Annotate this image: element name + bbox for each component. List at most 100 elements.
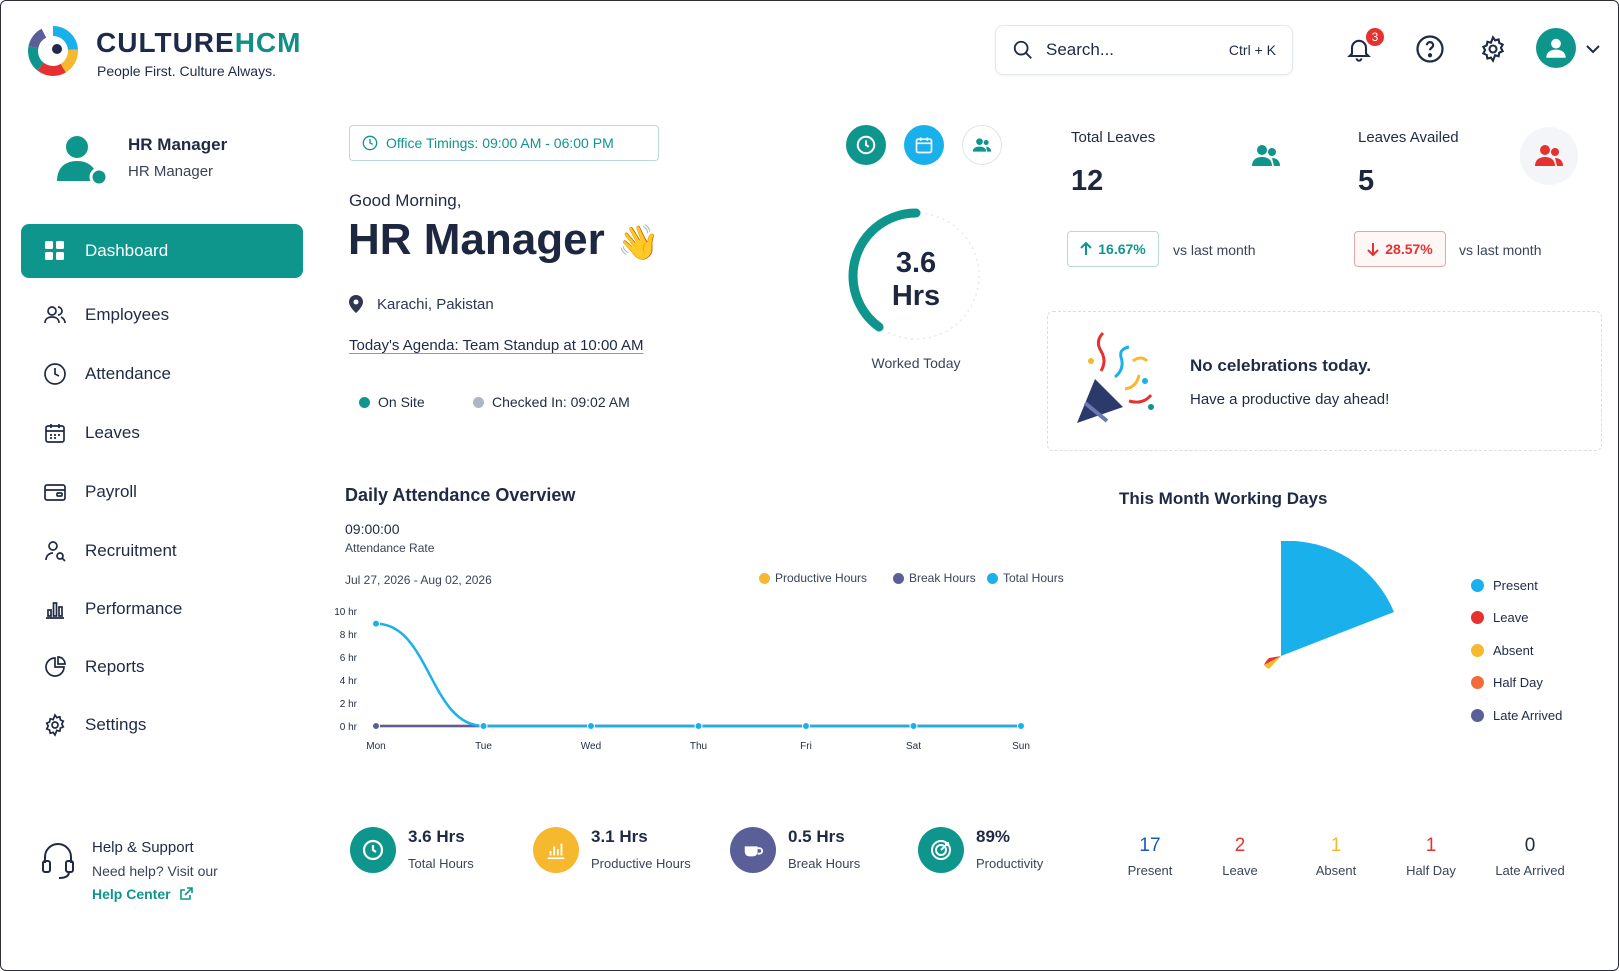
- settings-button[interactable]: [1475, 31, 1511, 67]
- bar-chart-icon: [547, 843, 565, 860]
- data-point[interactable]: [372, 619, 380, 628]
- x-tick-label: Mon: [366, 741, 385, 752]
- sidebar-item-leaves[interactable]: Leaves: [21, 406, 303, 460]
- gear-icon: [43, 713, 67, 737]
- notification-badge: 3: [1364, 26, 1386, 48]
- productivity-value: 89%: [976, 827, 1011, 846]
- clock-icon: [362, 839, 384, 861]
- data-point[interactable]: [909, 722, 918, 730]
- series-line-total-hours: [375, 622, 1021, 728]
- user-search-icon: [43, 539, 67, 563]
- external-link-icon: [179, 887, 193, 900]
- sidebar-item-label: Recruitment: [85, 541, 177, 560]
- sidebar-item-reports[interactable]: Reports: [21, 640, 303, 694]
- sidebar-item-label: Settings: [85, 715, 147, 734]
- break-hours-icon: [730, 827, 776, 873]
- attendance-line-chart: 10 hr 8 hr 6 hr 4 hr 2 hr 0 hr Mon Tue Wed Thu Fri…: [334, 607, 1030, 752]
- chevron-down-icon[interactable]: [1585, 43, 1601, 55]
- sidebar-item-recruitment[interactable]: Recruitment: [21, 524, 303, 578]
- celebration-title: No celebrations today.: [1190, 356, 1372, 375]
- office-timings-chip: Office Timings: 09:00 AM - 06:00 PM: [349, 125, 659, 161]
- agenda-link[interactable]: Today's Agenda: Team Standup at 10:00 AM: [349, 337, 644, 354]
- productivity-label: Productivity: [976, 856, 1044, 871]
- clock-icon: [43, 362, 67, 386]
- data-point[interactable]: [1017, 722, 1025, 730]
- x-tick-label: Thu: [690, 741, 707, 752]
- legend-half-day: Half Day: [1471, 675, 1543, 690]
- help-center-label: Help Center: [92, 886, 171, 902]
- target-icon: [931, 840, 951, 860]
- quick-attendance-button[interactable]: [846, 125, 886, 165]
- legend-swatch: [1471, 709, 1484, 722]
- productive-hours-icon: [533, 827, 579, 873]
- arrow-up-icon: [1080, 242, 1092, 255]
- quick-calendar-button[interactable]: [904, 125, 944, 165]
- sidebar-item-attendance[interactable]: Attendance: [21, 347, 303, 401]
- location-text: Karachi, Pakistan: [377, 295, 494, 313]
- search-icon: [1013, 40, 1032, 59]
- data-point[interactable]: [587, 722, 595, 730]
- status-dot: [473, 396, 484, 408]
- y-tick-label: 6 hr: [340, 653, 358, 664]
- location: Karachi, Pakistan: [349, 295, 494, 313]
- data-point[interactable]: [802, 722, 810, 730]
- legend-swatch: [1471, 676, 1484, 689]
- help-button[interactable]: [1412, 31, 1448, 67]
- pie-chart-icon: [43, 655, 67, 679]
- profile-name: HR Manager: [128, 135, 228, 154]
- sidebar-item-employees[interactable]: Employees: [21, 288, 303, 342]
- users-icon: [43, 303, 67, 327]
- worked-value: 3.6 Hrs: [891, 247, 941, 312]
- sidebar-item-label: Attendance: [85, 364, 172, 383]
- worked-progress-arc: [848, 208, 984, 344]
- rose-segment-present: [1281, 541, 1394, 656]
- users-icon: [972, 138, 992, 152]
- notification-button[interactable]: [1341, 31, 1377, 67]
- data-point[interactable]: [694, 722, 703, 730]
- office-timings-text: Office Timings: 09:00 AM - 06:00 PM: [386, 135, 614, 151]
- leaves-availed-title: Leaves Availed: [1358, 129, 1459, 146]
- y-tick-label: 4 hr: [340, 676, 358, 687]
- legend-productive: Productive Hours: [759, 571, 867, 585]
- sidebar-item-performance[interactable]: Performance: [21, 582, 303, 636]
- data-point[interactable]: [372, 722, 380, 730]
- user-avatar[interactable]: [1536, 28, 1576, 68]
- grid-icon: [43, 239, 67, 263]
- count-half-day: 1 Half Day: [1406, 835, 1456, 878]
- count-present: 17 Present: [1127, 835, 1173, 878]
- sidebar-item-settings[interactable]: Settings: [21, 698, 303, 752]
- status-dot: [359, 396, 370, 408]
- quick-team-button[interactable]: [962, 125, 1002, 165]
- help-title: Help & Support: [92, 839, 194, 856]
- leaves-availed-trend: 28.57%: [1354, 231, 1446, 267]
- bell-icon: [1347, 39, 1371, 62]
- greeting-salutation: Good Morning,: [349, 191, 462, 210]
- legend-absent: Absent: [1471, 643, 1533, 658]
- status-checkin: Checked In: 09:02 AM: [473, 394, 630, 410]
- clock-icon: [856, 135, 876, 155]
- help-center-link[interactable]: Help Center: [92, 886, 193, 902]
- break-hours-value: 0.5 Hrs: [788, 827, 845, 846]
- legend-swatch: [759, 572, 770, 584]
- celebration-subtitle: Have a productive day ahead!: [1190, 391, 1390, 408]
- total-leaves-value: 12: [1071, 165, 1104, 197]
- sidebar-item-label: Dashboard: [85, 241, 169, 260]
- search-input[interactable]: Search... Ctrl + K: [995, 25, 1293, 75]
- sidebar-item-label: Reports: [85, 657, 145, 676]
- data-point[interactable]: [479, 722, 488, 730]
- attendance-chart-title: Daily Attendance Overview: [345, 485, 576, 505]
- search-shortcut: Ctrl + K: [1228, 42, 1276, 58]
- productivity-icon: [918, 827, 964, 873]
- sidebar-item-payroll[interactable]: Payroll: [21, 465, 303, 519]
- sidebar-item-dashboard[interactable]: Dashboard: [21, 224, 303, 278]
- legend-swatch: [1471, 579, 1484, 592]
- wave-emoji-icon: 👋: [616, 224, 660, 262]
- y-tick-label: 10 hr: [334, 607, 357, 618]
- sidebar-item-label: Payroll: [85, 482, 137, 501]
- x-tick-label: Wed: [581, 741, 601, 752]
- map-pin-icon: [349, 295, 363, 313]
- brand-name: CULTUREHCM: [96, 27, 302, 58]
- greeting-name: HR Manager 👋: [348, 215, 660, 264]
- celebration-card: [1047, 311, 1602, 451]
